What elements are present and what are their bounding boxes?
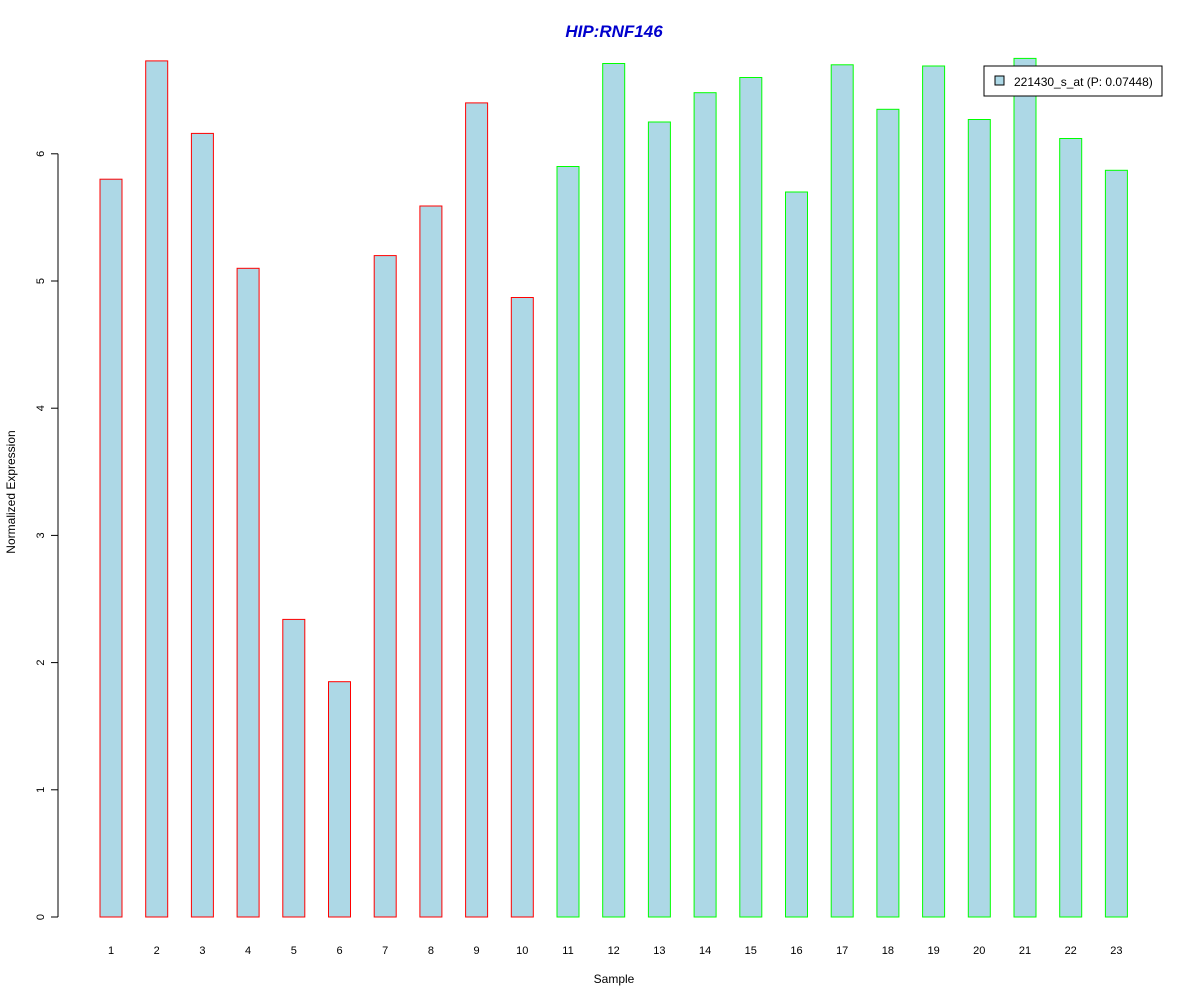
legend-label: 221430_s_at (P: 0.07448) (1014, 75, 1153, 89)
x-tick-label: 20 (973, 945, 985, 957)
legend: 221430_s_at (P: 0.07448) (983, 65, 1163, 97)
bars-group (99, 57, 1128, 918)
x-tick-label: 15 (745, 945, 757, 957)
bar-sample-2 (145, 60, 169, 918)
bar-sample-6 (328, 681, 351, 918)
bar-sample-8 (419, 205, 443, 918)
x-tick-label: 16 (790, 945, 802, 957)
bar-sample-21 (1013, 57, 1037, 918)
bar-sample-13 (647, 121, 671, 918)
y-axis-label: Normalized Expression (4, 430, 18, 553)
x-tick-label: 12 (608, 945, 620, 957)
bar-sample-9 (465, 102, 489, 918)
bar-sample-11 (556, 166, 580, 918)
x-tick-label: 4 (245, 945, 251, 957)
x-tick-label: 9 (474, 945, 480, 957)
x-tick-label: 14 (699, 945, 711, 957)
y-tick-label: 2 (35, 660, 47, 666)
bar-sample-7 (373, 255, 397, 918)
y-tick-label: 6 (35, 151, 47, 157)
x-tick-label: 1 (108, 945, 114, 957)
x-axis-label: Sample (594, 972, 635, 986)
x-tick-label: 22 (1065, 945, 1077, 957)
x-tick-label: 5 (291, 945, 297, 957)
y-tick-label: 0 (35, 914, 47, 920)
y-tick-label: 1 (35, 787, 47, 793)
legend-swatch (994, 75, 1005, 86)
x-tick-label: 7 (382, 945, 388, 957)
bar-sample-20 (967, 119, 991, 918)
x-tick-label: 6 (336, 945, 342, 957)
x-tick-label: 11 (562, 945, 573, 957)
chart-title: HIP:RNF146 (565, 22, 663, 41)
x-tick-labels: 1 2 3 4 5 6 7 8 9 10 11 12 13 14 15 16 17 18 19 20 21 22 23 (108, 945, 1123, 957)
bar-sample-17 (830, 64, 854, 918)
y-tick-label: 4 (35, 405, 47, 411)
bar-sample-19 (922, 65, 946, 918)
x-tick-label: 8 (428, 945, 434, 957)
bar-sample-4 (236, 267, 260, 918)
x-tick-label: 13 (653, 945, 665, 957)
bar-sample-18 (876, 108, 900, 918)
bar-sample-23 (1104, 169, 1128, 918)
y-tick-label: 5 (35, 278, 47, 284)
x-tick-label: 3 (199, 945, 205, 957)
bar-sample-16 (785, 191, 808, 918)
y-tick-label: 3 (35, 532, 47, 538)
bar-sample-15 (739, 77, 763, 918)
bar-sample-12 (602, 63, 626, 918)
bar-sample-1 (99, 178, 123, 918)
bar-sample-22 (1059, 138, 1083, 918)
y-axis: 0 1 2 3 4 5 6 (35, 151, 59, 920)
x-tick-label: 17 (836, 945, 848, 957)
bar-sample-5 (282, 618, 306, 918)
x-tick-label: 2 (154, 945, 160, 957)
x-tick-label: 10 (516, 945, 528, 957)
bar-sample-3 (190, 132, 214, 918)
x-tick-label: 19 (927, 945, 939, 957)
bar-sample-10 (510, 297, 534, 918)
x-tick-label: 23 (1110, 945, 1122, 957)
x-tick-label: 18 (882, 945, 894, 957)
x-tick-label: 21 (1019, 945, 1031, 957)
bar-sample-14 (693, 92, 717, 918)
legend-box (983, 65, 1163, 97)
